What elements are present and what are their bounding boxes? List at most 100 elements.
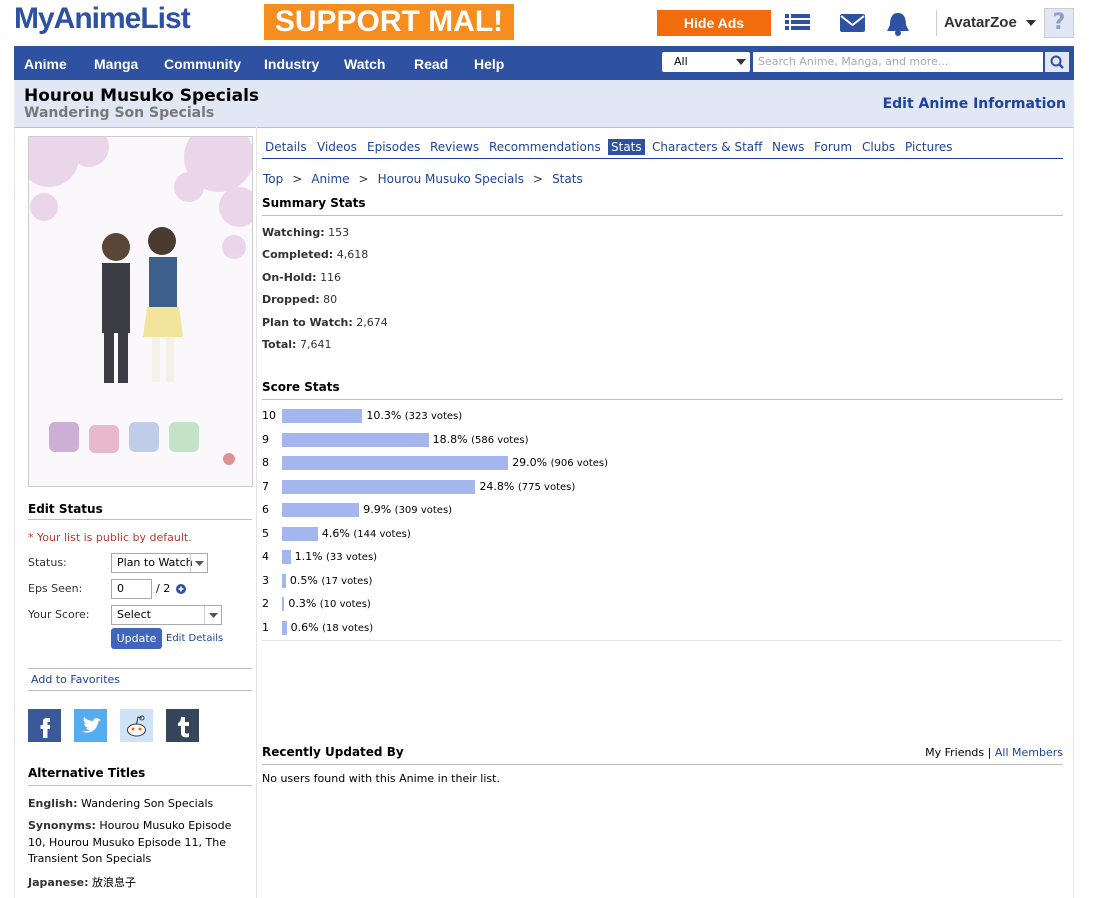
alt-title-label: Japanese: — [28, 876, 89, 889]
score-label: 6 — [262, 503, 269, 516]
score-label: 8 — [262, 456, 269, 469]
title-bar — [14, 80, 1074, 128]
search-button[interactable] — [1045, 52, 1069, 72]
score-value-label: 29.0% (906 votes) — [512, 456, 608, 469]
score-value-label: 9.9% (309 votes) — [363, 503, 452, 516]
add-favorites-link[interactable]: Add to Favorites — [31, 673, 121, 686]
summary-row: Completed: 4,618 — [262, 248, 368, 261]
tab[interactable]: Pictures — [905, 140, 953, 154]
breadcrumb-item[interactable]: Anime — [311, 172, 350, 186]
list-icon[interactable] — [785, 14, 810, 30]
facebook-share[interactable] — [28, 709, 61, 742]
support-banner[interactable]: SUPPORT MAL! — [264, 4, 514, 40]
score-votes: (309 votes) — [394, 505, 453, 516]
twitter-share[interactable] — [74, 709, 107, 742]
eps-input[interactable]: 0 — [111, 579, 152, 599]
tab[interactable]: Characters & Staff — [652, 140, 763, 154]
score-rule — [262, 399, 1063, 400]
logo[interactable]: MyAnimeList — [14, 2, 191, 35]
score-percent: 18.8% — [432, 432, 468, 446]
anime-english-title: Wandering Son Specials — [24, 105, 215, 121]
score-votes: (775 votes) — [517, 481, 576, 493]
user-caret[interactable] — [1026, 20, 1036, 26]
score-percent: 24.8% — [479, 479, 515, 493]
score-label: 9 — [262, 432, 269, 446]
social-icons — [28, 709, 199, 742]
search-scope[interactable]: All — [662, 52, 750, 72]
status-label: Status: — [28, 556, 67, 569]
mail-icon[interactable] — [840, 14, 865, 32]
avatar[interactable]: ? — [1044, 8, 1074, 38]
summary-row: Total: 7,641 — [262, 338, 331, 351]
tab[interactable]: News — [772, 140, 805, 154]
tab[interactable]: Videos — [317, 140, 357, 154]
summary-row: Dropped: 80 — [262, 293, 337, 306]
score-bar — [282, 409, 363, 423]
tab[interactable]: Episodes — [367, 140, 421, 154]
breadcrumb-separator: > — [358, 172, 369, 186]
bell-icon[interactable] — [887, 13, 909, 36]
alt-titles-rule — [28, 785, 252, 786]
header-divider — [936, 10, 937, 36]
score-percent: 0.5% — [289, 573, 318, 587]
alt-title-row: Synonyms: Hourou Musuko Episode 10, Hour… — [28, 818, 248, 868]
tumblr-share[interactable] — [166, 709, 199, 742]
status-select-arrow — [190, 554, 204, 572]
username[interactable]: AvatarZoe — [944, 14, 1017, 31]
search-scope-caret — [736, 59, 746, 65]
score-bar — [282, 479, 476, 494]
edit-anime-link[interactable]: Edit Anime Information — [882, 96, 1066, 112]
score-value-label: 10.3% (323 votes) — [366, 409, 462, 422]
nav-item[interactable]: Anime — [24, 56, 67, 72]
score-votes: (586 votes) — [471, 434, 529, 446]
tab[interactable]: Recommendations — [489, 140, 601, 154]
breadcrumb-item[interactable]: Hourou Musuko Specials — [377, 172, 524, 186]
nav-item[interactable]: Help — [474, 56, 505, 72]
score-votes: (323 votes) — [404, 411, 463, 422]
search-input[interactable]: Search Anime, Manga, and more... — [753, 52, 1043, 72]
score-percent: 4.6% — [321, 526, 350, 540]
nav-item[interactable]: Read — [414, 56, 449, 72]
breadcrumb-item[interactable]: Stats — [552, 172, 583, 186]
summary-heading: Summary Stats — [262, 196, 366, 210]
nav-item[interactable]: Community — [164, 56, 241, 72]
score-percent: 9.9% — [363, 503, 392, 516]
tab[interactable]: Reviews — [430, 140, 480, 154]
nav-item[interactable]: Watch — [344, 56, 386, 72]
header-icons — [785, 13, 909, 36]
tab[interactable]: Clubs — [862, 140, 896, 154]
summary-value: 116 — [320, 270, 342, 284]
score-votes: (18 votes) — [322, 622, 374, 634]
summary-label: Completed: — [262, 248, 334, 262]
score-select[interactable]: Select — [111, 605, 222, 625]
edit-details-link[interactable]: Edit Details — [166, 633, 224, 644]
alt-title-row: English: Wandering Son Specials — [28, 796, 248, 813]
breadcrumb-separator: > — [292, 172, 303, 186]
update-button[interactable]: Update — [111, 628, 162, 649]
score-bar — [282, 550, 291, 564]
score-bar — [282, 526, 318, 541]
eps-increment[interactable] — [176, 584, 186, 594]
tab[interactable]: Forum — [814, 140, 853, 154]
hide-ads-button[interactable]: Hide Ads — [657, 10, 771, 36]
nav-item[interactable]: Industry — [264, 56, 320, 72]
tab-active[interactable]: Stats — [608, 139, 645, 155]
score-label: 5 — [262, 526, 269, 540]
score-bar — [282, 432, 429, 447]
score-select-arrow — [204, 606, 218, 624]
tab[interactable]: Details — [265, 140, 307, 154]
edit-status-heading: Edit Status — [28, 502, 103, 516]
my-friends[interactable]: My Friends — [925, 746, 985, 759]
breadcrumb-item[interactable]: Top — [263, 172, 284, 186]
score-end-rule — [262, 640, 1063, 641]
score-label: 4 — [262, 550, 269, 563]
nav-item[interactable]: Manga — [94, 56, 139, 72]
breadcrumb: Top > Anime > Hourou Musuko Specials > Stats — [263, 172, 583, 186]
cover-image[interactable] — [28, 136, 253, 487]
anime-title: Hourou Musuko Specials — [24, 86, 260, 106]
all-members[interactable]: All Members — [994, 746, 1063, 759]
eps-label: Eps Seen: — [28, 582, 83, 595]
reddit-share[interactable] — [120, 709, 153, 742]
status-select[interactable]: Plan to Watch — [111, 553, 208, 573]
